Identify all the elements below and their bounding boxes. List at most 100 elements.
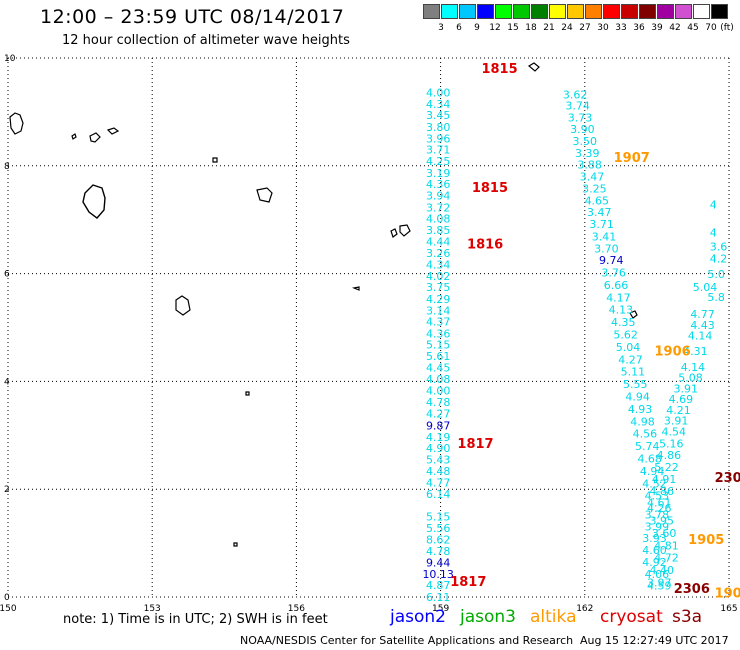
island-outline [233, 542, 238, 547]
wave-height-value: 5.8 [707, 291, 725, 304]
lon-tick-label: 156 [288, 604, 305, 614]
color-swatch [423, 4, 440, 19]
wave-height-value: 5.08 [678, 372, 703, 385]
wave-height-value: 4.14 [688, 330, 713, 343]
wave-height-value: 5.11 [621, 366, 646, 379]
island-outline [212, 157, 218, 163]
wave-height-value: 3.76 [601, 267, 626, 280]
wave-height-value: 3.47 [587, 206, 612, 219]
lat-tick-label: 10 [4, 54, 16, 64]
wave-height-value: 4.69 [669, 393, 694, 406]
color-swatch [621, 4, 638, 19]
wave-height-value: 4.93 [628, 403, 653, 416]
wave-height-values: 6.114.8710.139.444.788.625.565.156.144.7… [422, 86, 727, 604]
wave-height-value: 3.14 [426, 304, 451, 317]
wave-height-value: 5.04 [616, 341, 641, 354]
wave-height-value: 6.11 [426, 591, 451, 604]
pass-time-label: 1815 [472, 181, 508, 196]
lat-tick-label: 2 [4, 485, 10, 495]
pass-time-label: 1817 [450, 575, 486, 590]
wave-height-value: 4.34 [426, 98, 451, 111]
wave-height-value: 3.85 [426, 224, 451, 237]
color-swatch [567, 4, 584, 19]
wave-height-value: 5.55 [623, 378, 648, 391]
wave-height-value: 4.78 [426, 545, 451, 558]
wave-height-value: 5.56 [426, 522, 451, 535]
wave-height-value: 3.99 [645, 520, 670, 533]
wave-height-value: 3.91 [664, 415, 689, 428]
wave-height-value: 4.29 [426, 293, 451, 306]
wave-height-value: 3.72 [426, 201, 451, 214]
wave-height-value: 4.13 [609, 304, 634, 317]
wave-height-value: 10.13 [422, 568, 454, 581]
color-scale-label: 15 [507, 23, 519, 33]
island-outline [629, 310, 638, 319]
lat-tick-label: 4 [4, 377, 10, 387]
wave-height-value: 4.43 [690, 319, 715, 332]
lat-tick-label: 6 [4, 270, 10, 280]
wave-height-value: 4.91 [652, 473, 677, 486]
wave-height-value: 3.62 [563, 89, 588, 102]
lon-tick-label: 150 [0, 604, 17, 614]
color-swatch [459, 4, 476, 19]
wave-height-value: 4.14 [681, 361, 706, 374]
color-scale-label: 33 [615, 23, 627, 33]
wave-height-value: 4.08 [426, 213, 451, 226]
color-scale-label: 36 [633, 23, 645, 33]
wave-height-value: 3.91 [673, 382, 698, 395]
wave-height-value: 4.35 [611, 316, 636, 329]
pass-time-label: 1815 [481, 62, 517, 77]
lon-tick-label: 165 [720, 604, 737, 614]
color-swatch [711, 4, 728, 19]
map-subtitle: 12 hour collection of altimeter wave hei… [62, 33, 350, 48]
pass-time-label: 1817 [457, 437, 493, 452]
wave-height-value: 9.87 [426, 420, 451, 433]
color-swatch [639, 4, 656, 19]
color-swatch [549, 4, 566, 19]
color-swatch [585, 4, 602, 19]
legend-item-jason3: jason3 [460, 607, 516, 627]
wave-height-value: 5.16 [659, 437, 684, 450]
wave-height-value: 4.2 [710, 253, 728, 266]
wave-height-value: 3.97 [647, 576, 672, 589]
island-outline [527, 62, 540, 72]
pass-time-labels: 1815 1815 1816 1817 1817 1907 1906 1905 190 230 23… [450, 62, 740, 601]
island-outlines [9, 62, 638, 547]
wave-height-value: 4.21 [666, 404, 691, 417]
color-scale-label: 12 [489, 23, 501, 33]
wave-height-value: 5.43 [426, 454, 451, 467]
wave-height-value: 9.74 [599, 254, 624, 267]
wave-height-value: 4.68 [637, 452, 662, 465]
wave-height-value: 4.44 [426, 235, 451, 248]
wave-height-value: 4.37 [426, 316, 451, 329]
wave-height-value: 5.62 [613, 329, 638, 342]
wave-height-value: 4.94 [625, 390, 650, 403]
wave-height-value: 4.86 [649, 485, 674, 498]
color-swatch [477, 4, 494, 19]
wave-height-value: 4.06 [645, 568, 670, 581]
note-text: note: 1) Time is in UTC; 2) SWH is in fe… [63, 612, 328, 627]
wave-height-value: 4.53 [645, 490, 670, 503]
wave-height-value: 4.98 [630, 415, 655, 428]
wave-height-value: 3.96 [426, 132, 451, 145]
wave-height-value: 4.94 [640, 465, 665, 478]
wave-height-value: 4.27 [426, 408, 451, 421]
wave-height-value: 4.27 [618, 353, 643, 366]
wave-height-value: 4.36 [426, 327, 451, 340]
color-scale-label: 70 [705, 23, 717, 33]
wave-height-value: 4.08 [426, 373, 451, 386]
wave-height-value: 4.72 [654, 552, 679, 565]
color-swatch [531, 4, 548, 19]
wave-height-value: 4.90 [426, 442, 451, 455]
wave-height-value: 5.15 [426, 339, 451, 352]
wave-height-value: 4.81 [654, 539, 679, 552]
island-outline [256, 187, 273, 203]
wave-height-value: 4 [710, 227, 717, 240]
color-swatch [603, 4, 620, 19]
wave-height-value: 3.88 [577, 159, 602, 172]
wave-height-value: 3.39 [575, 147, 600, 160]
pass-time-label: 230 [715, 471, 740, 486]
wave-height-value: 3.74 [565, 99, 590, 112]
wave-height-value: 4.17 [606, 291, 631, 304]
island-outline [351, 286, 360, 291]
